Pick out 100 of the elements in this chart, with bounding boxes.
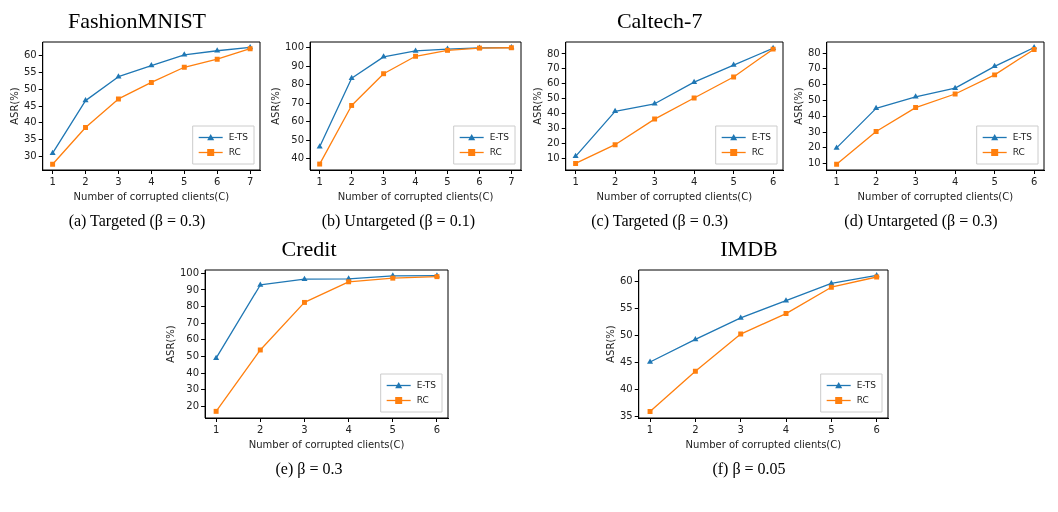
x-tick-label: 4 bbox=[690, 175, 697, 187]
y-tick-label: 70 bbox=[546, 62, 560, 74]
chart-title: IMDB bbox=[720, 236, 778, 262]
x-tick-label: 2 bbox=[257, 423, 264, 435]
legend-label: RC bbox=[228, 146, 241, 157]
y-tick-label: 80 bbox=[546, 47, 560, 59]
y-tick-label: 35 bbox=[619, 409, 633, 421]
y-tick-label: 20 bbox=[546, 136, 560, 148]
x-tick-label: 5 bbox=[181, 175, 188, 187]
y-tick-label: 40 bbox=[186, 366, 200, 378]
y-tick-label: 60 bbox=[546, 77, 560, 89]
y-axis-title: ASR(%) bbox=[8, 87, 20, 125]
x-tick-label: 1 bbox=[833, 175, 840, 187]
y-tick-label: 30 bbox=[807, 125, 821, 137]
y-tick-label: 60 bbox=[807, 78, 821, 90]
y-tick-label: 40 bbox=[546, 107, 560, 119]
legend-label: RC bbox=[751, 146, 764, 157]
legend-label: E-TS bbox=[1012, 131, 1033, 142]
y-tick-label: 50 bbox=[186, 350, 200, 362]
y-tick-label: 50 bbox=[546, 92, 560, 104]
y-tick-label: 55 bbox=[619, 302, 633, 314]
y-tick-label: 70 bbox=[186, 316, 200, 328]
y-tick-label: 40 bbox=[807, 109, 821, 121]
x-tick-label: 3 bbox=[737, 423, 744, 435]
y-tick-label: 45 bbox=[23, 99, 37, 111]
y-tick-label: 80 bbox=[291, 78, 305, 90]
y-tick-label: 90 bbox=[186, 283, 200, 295]
x-tick-label: 6 bbox=[433, 423, 441, 435]
x-tick-label: 1 bbox=[316, 175, 324, 187]
x-tick-label: 5 bbox=[444, 175, 452, 187]
x-axis-title: Number of corrupted clients(C) bbox=[73, 190, 230, 202]
x-tick-label: 4 bbox=[951, 175, 959, 187]
x-tick-label: 7 bbox=[508, 175, 515, 187]
y-tick-label: 100 bbox=[179, 266, 200, 278]
y-axis-title: ASR(%) bbox=[531, 87, 543, 125]
x-tick-label: 2 bbox=[82, 175, 89, 187]
x-tick-label: 4 bbox=[412, 175, 420, 187]
y-tick-label: 45 bbox=[619, 356, 633, 368]
y-tick-label: 50 bbox=[619, 329, 633, 341]
x-tick-label: 5 bbox=[828, 423, 835, 435]
x-tick-label: 3 bbox=[301, 423, 308, 435]
x-tick-label: 6 bbox=[1030, 175, 1038, 187]
y-tick-label: 20 bbox=[807, 141, 821, 153]
text: (e) β = 0.3 bbox=[275, 460, 343, 478]
x-tick-label: 7 bbox=[246, 175, 254, 187]
x-tick-label: 2 bbox=[348, 175, 356, 187]
y-tick-label: 80 bbox=[807, 46, 821, 58]
chart-title: Credit bbox=[281, 236, 337, 262]
x-tick-label: 2 bbox=[872, 175, 880, 187]
legend-label: E-TS bbox=[490, 131, 510, 142]
y-axis-title: ASR(%) bbox=[792, 87, 804, 125]
y-tick-label: 20 bbox=[186, 399, 200, 411]
chart-title: FashionMNIST bbox=[67, 8, 207, 34]
legend-label: E-TS bbox=[751, 131, 771, 142]
x-tick-label: 1 bbox=[572, 175, 579, 187]
text: (f) β = 0.05 bbox=[712, 460, 786, 478]
y-tick-label: 90 bbox=[291, 59, 305, 71]
y-tick-label: 50 bbox=[23, 82, 37, 94]
y-tick-label: 55 bbox=[23, 65, 37, 77]
y-tick-label: 35 bbox=[23, 133, 37, 145]
chart-title: Caltech-7 bbox=[616, 8, 703, 34]
text: (b) Untargeted (β = 0.1) bbox=[321, 212, 475, 230]
text: (d) Untargeted (β = 0.3) bbox=[844, 212, 998, 230]
x-tick-label: 2 bbox=[692, 423, 699, 435]
y-tick-label: 60 bbox=[291, 115, 305, 127]
y-tick-label: 70 bbox=[291, 96, 305, 108]
text: (c) Targeted (β = 0.3) bbox=[591, 212, 729, 230]
x-tick-label: 3 bbox=[115, 175, 122, 187]
x-tick-label: 3 bbox=[651, 175, 658, 187]
legend-label: E-TS bbox=[228, 131, 249, 142]
x-tick-label: 1 bbox=[646, 423, 654, 435]
x-tick-label: 1 bbox=[212, 423, 220, 435]
x-tick-label: 5 bbox=[730, 175, 737, 187]
x-axis-title: Number of corrupted clients(C) bbox=[857, 190, 1014, 202]
y-tick-label: 10 bbox=[807, 157, 821, 169]
x-tick-label: 3 bbox=[380, 175, 388, 187]
y-tick-label: 100 bbox=[285, 41, 305, 53]
legend-label: RC bbox=[1012, 146, 1025, 157]
x-tick-label: 1 bbox=[49, 175, 56, 187]
x-tick-label: 4 bbox=[148, 175, 155, 187]
x-tick-label: 6 bbox=[769, 175, 776, 187]
y-tick-label: 40 bbox=[291, 152, 305, 164]
x-tick-label: 5 bbox=[389, 423, 396, 435]
x-tick-label: 6 bbox=[873, 423, 880, 435]
x-axis-title: Number of corrupted clients(C) bbox=[248, 438, 405, 450]
x-axis-title: Number of corrupted clients(C) bbox=[338, 190, 494, 202]
x-tick-label: 6 bbox=[214, 175, 221, 187]
legend-label: E-TS bbox=[416, 379, 437, 390]
legend-label: RC bbox=[856, 394, 869, 405]
y-tick-label: 30 bbox=[186, 383, 200, 395]
y-tick-label: 70 bbox=[807, 62, 821, 74]
legend-label: RC bbox=[490, 146, 503, 157]
y-tick-label: 30 bbox=[23, 150, 37, 162]
x-tick-label: 2 bbox=[611, 175, 618, 187]
y-tick-label: 50 bbox=[291, 133, 305, 145]
y-tick-label: 60 bbox=[619, 275, 633, 287]
x-tick-label: 4 bbox=[345, 423, 352, 435]
text: (a) Targeted (β = 0.3) bbox=[68, 212, 206, 230]
x-tick-label: 5 bbox=[991, 175, 998, 187]
x-tick-label: 4 bbox=[782, 423, 790, 435]
